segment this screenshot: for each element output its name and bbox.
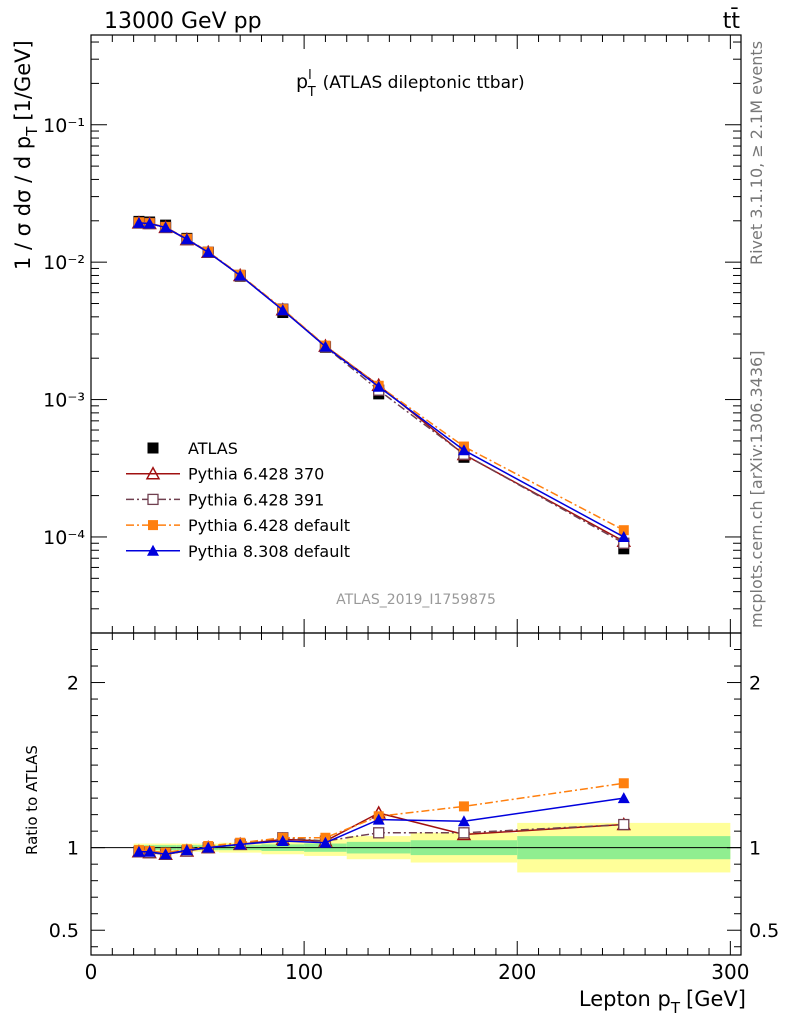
series-3-line: [138, 221, 625, 531]
series-4-point: [276, 304, 289, 316]
series-4-point: [372, 380, 385, 392]
series-4-point: [159, 221, 172, 233]
series-4-point: [202, 246, 215, 258]
ratio-tick-label: 0.5: [49, 920, 79, 942]
xlabel-main: Lepton p: [579, 987, 671, 1011]
x-tick-label: 200: [498, 960, 536, 984]
series-4-point: [457, 444, 470, 456]
ylabel-main: 1 / σ dσ / d p: [11, 136, 35, 270]
y-tick-label: 10⁻³: [43, 390, 85, 412]
series-4-point: [132, 216, 145, 228]
series-4-point: [143, 217, 156, 229]
ratio-tick-label: 2: [67, 673, 79, 695]
y-tick-label: 10⁻²: [43, 252, 85, 274]
ratio-panel-frame: [90, 632, 742, 956]
rivet-label: Rivet 3.1.10, ≥ 2.1M events: [747, 41, 766, 265]
ratio-tick-label: 1: [67, 838, 79, 860]
y-tick-label: 10⁻⁴: [43, 527, 85, 549]
header-right: tt̄: [723, 8, 741, 34]
legend-label: Pythia 6.428 391: [188, 490, 324, 509]
xlabel-sub: T: [670, 999, 681, 1017]
series-4-point: [234, 269, 247, 281]
ratio-series-3-point: [180, 844, 193, 856]
ratio-series-1-point: [373, 827, 385, 839]
ratio-series-3-point: [319, 836, 332, 848]
series-4-point: [319, 340, 332, 352]
mcplots-label: mcplots.cern.ch [arXiv:1306.3436]: [747, 351, 766, 628]
x-tick-label: 100: [285, 960, 323, 984]
title-rest: (ATLAS dileptonic ttbar): [323, 73, 525, 93]
plot-title: pl T (ATLAS dileptonic ttbar): [296, 68, 525, 100]
legend-marker: [147, 544, 159, 556]
x-axis-label: Lepton pT [GeV]: [579, 987, 746, 1017]
analysis-label: ATLAS_2019_I1759875: [336, 592, 496, 608]
ratio-series-2-point: [458, 801, 469, 812]
legend-marker: [148, 520, 158, 531]
title-sup: l: [308, 68, 312, 83]
ratio-series-1-point: [618, 818, 630, 831]
y-axis-label: 1 / σ dσ / d pT [1/GeV]: [11, 40, 41, 270]
series-4-point: [617, 530, 630, 542]
legend-label: ATLAS: [188, 439, 238, 458]
x-tick-label: 0: [85, 960, 98, 984]
ratio-series-3-point: [457, 815, 470, 827]
ratio-series-3-point: [159, 848, 172, 860]
ratio-series-3-point: [234, 838, 247, 850]
ratio-series-3-point: [132, 845, 145, 857]
series-4-point: [180, 233, 193, 245]
title-main: p: [296, 71, 308, 93]
legend-marker: [147, 493, 159, 506]
title-sub: T: [307, 85, 316, 100]
ylabel-rest: [1/GeV]: [11, 40, 35, 120]
header-left: 13000 GeV pp: [104, 9, 262, 34]
ratio-y-label: Ratio to ATLAS: [23, 745, 41, 855]
x-tick-label: 300: [711, 960, 749, 984]
ratio-series-3-point: [617, 792, 630, 804]
legend-label: Pythia 6.428 370: [188, 465, 324, 484]
ratio-series-3-point: [202, 841, 215, 853]
ratio-tick-label-right: 2: [749, 673, 761, 695]
ylabel-sub: T: [23, 126, 41, 137]
ratio-series-3-point: [143, 845, 156, 857]
y-tick-label: 10⁻¹: [43, 115, 85, 137]
legend-label: Pythia 6.428 default: [188, 516, 350, 535]
xlabel-rest: [GeV]: [686, 987, 746, 1011]
ratio-series-3-point: [276, 835, 289, 847]
legend-marker: [147, 442, 159, 454]
ratio-series-1-point: [458, 827, 470, 839]
ratio-series-2-point: [618, 778, 629, 789]
ratio-tick-label-right: 1: [749, 838, 761, 860]
ratio-tick-label-right: 0.5: [749, 920, 779, 942]
series-3-point: [618, 525, 629, 536]
legend-label: Pythia 8.308 default: [188, 542, 350, 561]
ratio-series-3-point: [372, 813, 385, 825]
legend-marker: [145, 466, 161, 480]
